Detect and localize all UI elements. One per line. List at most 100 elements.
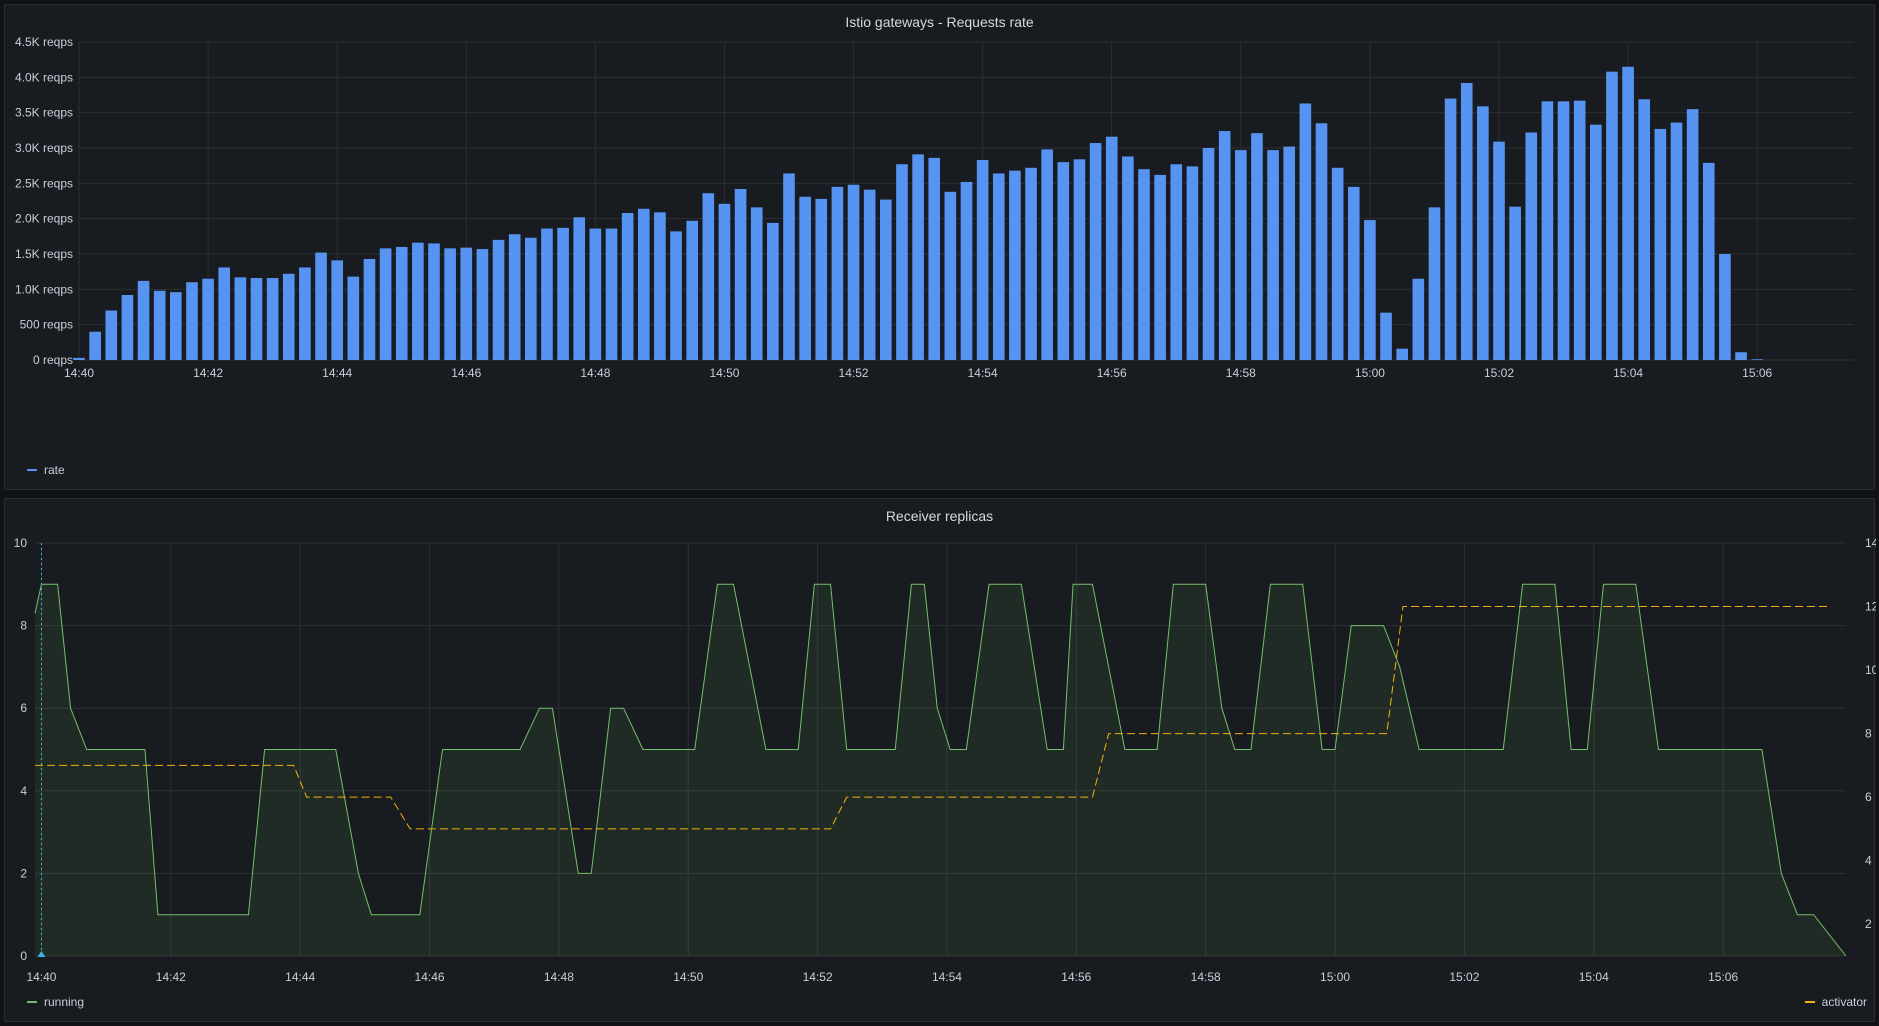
- x-tick-label: 14:52: [839, 366, 869, 380]
- y-left-tick-label: 0: [20, 949, 27, 963]
- rate-bar: [1460, 82, 1473, 360]
- running-line: [34, 583, 1847, 957]
- x-tick-label: 14:56: [1097, 366, 1127, 380]
- rate-bar: [202, 278, 214, 360]
- rate-bar: [299, 267, 311, 360]
- rate-bar: [1218, 131, 1231, 360]
- rate-bar: [637, 208, 650, 360]
- rate-bar: [153, 290, 166, 360]
- rate-bar: [767, 222, 779, 360]
- rate-bar: [621, 213, 634, 360]
- rate-bar: [1025, 167, 1037, 360]
- x-tick-label: 14:50: [673, 970, 703, 984]
- x-tick-label: 15:02: [1449, 970, 1479, 984]
- y-left-tick-label: 8: [20, 619, 27, 633]
- rate-bar: [750, 207, 763, 360]
- rate-bar: [315, 252, 327, 360]
- receiver-replicas-chart[interactable]: 0 2 4 6 8 10 2 4 6 8 10 12 14 14:40 14:42 14:44 14:46 14:…: [5, 499, 1876, 1023]
- rate-bar: [831, 186, 844, 360]
- activator-swatch-icon: [1804, 1001, 1815, 1003]
- y-tick-label: 1.5K reqps: [15, 247, 73, 261]
- y-tick-label: 3.0K reqps: [15, 141, 73, 155]
- rate-bar: [428, 243, 440, 360]
- y-left-tick-label: 10: [14, 536, 28, 550]
- rate-swatch-icon: [27, 469, 37, 471]
- legend-rate[interactable]: rate: [27, 463, 65, 477]
- panel-title[interactable]: Receiver replicas: [885, 508, 994, 524]
- x-tick-label: 14:46: [415, 970, 445, 984]
- x-tick-label: 15:04: [1613, 366, 1643, 380]
- running-area: [35, 584, 1846, 956]
- y-tick-label: 0 reqps: [33, 353, 73, 367]
- rate-bar: [992, 173, 1005, 360]
- rate-bar: [1622, 66, 1634, 360]
- rate-bar: [476, 249, 489, 360]
- y-right-tick-label: 12: [1865, 600, 1876, 614]
- x-tick-label: 14:50: [709, 366, 739, 380]
- rate-bar: [1477, 106, 1489, 360]
- rate-bar: [1493, 141, 1505, 360]
- rate-bar: [1009, 170, 1021, 360]
- rate-bar: [1235, 150, 1247, 360]
- legend-rate-label: rate: [44, 463, 65, 477]
- rate-bar: [799, 196, 811, 360]
- rate-bar: [589, 228, 602, 360]
- rate-bar: [557, 227, 569, 360]
- rate-bar: [1573, 100, 1586, 361]
- rate-bar: [702, 193, 715, 360]
- rate-bar: [121, 294, 134, 360]
- y-tick-label: 3.5K reqps: [15, 106, 73, 120]
- rate-bar: [1444, 98, 1457, 361]
- rate-bar: [1396, 348, 1408, 360]
- requests-rate-panel[interactable]: Istio gateways - Requests rate 0 reqps 50…: [4, 4, 1875, 490]
- x-tick-label: 14:54: [932, 970, 962, 984]
- rate-bar: [654, 212, 666, 360]
- x-tick-label: 15:04: [1579, 970, 1609, 984]
- panel-title[interactable]: Istio gateways - Requests rate: [845, 14, 1034, 30]
- rate-bar: [1702, 162, 1715, 360]
- receiver-replicas-panel[interactable]: Receiver replicas 0 2 4 6 8 10 2 4 6 8 10 12 14 14:40…: [4, 498, 1876, 1023]
- rate-bar: [170, 292, 182, 360]
- legend-activator[interactable]: activator: [1804, 995, 1867, 1009]
- y-right-tick-label: 6: [1865, 790, 1872, 804]
- rate-bar: [1412, 278, 1425, 360]
- rate-bar: [1267, 150, 1279, 360]
- requests-rate-chart[interactable]: 0 reqps 500 reqps 1.0K reqps 1.5K reqps 2.0K…: [5, 5, 1876, 491]
- rate-bar: [1170, 164, 1183, 360]
- rate-bar: [686, 220, 698, 360]
- rate-bar: [347, 276, 360, 360]
- rate-bar: [1719, 254, 1731, 360]
- rate-bar: [1041, 149, 1053, 360]
- x-tick-label: 14:56: [1061, 970, 1091, 984]
- rate-bar: [492, 239, 505, 360]
- x-tick-label: 14:44: [322, 366, 352, 380]
- rate-bar: [395, 246, 408, 360]
- y-tick-label: 4.5K reqps: [15, 35, 73, 49]
- legend-running-label: running: [44, 995, 85, 1009]
- rate-bar: [1541, 101, 1554, 361]
- rate-bar: [1202, 148, 1215, 360]
- rate-bar: [412, 242, 424, 360]
- rate-bar: [815, 198, 828, 360]
- y-left-tick-label: 6: [20, 701, 27, 715]
- rate-bar: [928, 157, 941, 360]
- rate-bar: [105, 310, 118, 360]
- rate-bar: [605, 228, 618, 360]
- x-tick-label: 15:00: [1355, 366, 1385, 380]
- rate-bar: [282, 273, 295, 360]
- rate-bar: [1735, 352, 1747, 360]
- rate-bar: [718, 203, 731, 360]
- rate-bar: [1283, 146, 1296, 360]
- y-right-tick-label: 8: [1865, 727, 1872, 741]
- rate-bar: [912, 154, 924, 360]
- legend-running[interactable]: running: [27, 995, 84, 1009]
- x-tick-label: 14:48: [544, 970, 574, 984]
- y-right-tick-label: 14: [1865, 536, 1876, 550]
- rate-bar: [1751, 359, 1763, 360]
- rate-bar: [363, 258, 376, 360]
- y-left-tick-label: 4: [20, 784, 27, 798]
- rate-bar: [266, 278, 279, 360]
- rate-bar: [444, 248, 456, 360]
- rate-bar: [1138, 169, 1150, 360]
- rate-bar: [1606, 71, 1618, 361]
